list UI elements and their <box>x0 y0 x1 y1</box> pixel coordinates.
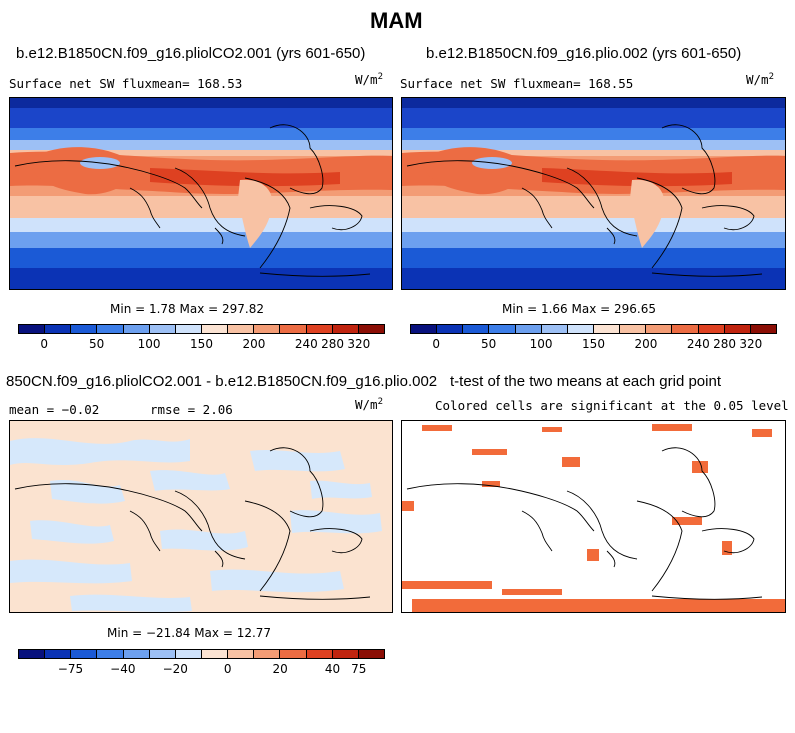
panel-2-variable-label: Surface net SW flux <box>400 76 543 91</box>
colorbar-swatch <box>149 325 176 333</box>
colorbar-swatch <box>332 650 359 658</box>
panel-4-subtitle: Colored cells are significant at the 0.0… <box>435 398 789 413</box>
colorbar-swatch <box>515 325 542 333</box>
colorbar-tick-label: 240 <box>686 337 710 351</box>
colorbar-swatch <box>175 650 202 658</box>
colorbar-swatch <box>97 325 124 333</box>
colorbar-swatch <box>593 325 621 333</box>
colorbar-swatch <box>280 325 307 333</box>
colorbar-tick-label: 0 <box>223 662 232 676</box>
colorbar-swatch <box>437 325 464 333</box>
panel-1-mean-label: mean= 168.53 <box>152 76 243 91</box>
panel-2-minmax: Min = 1.66 Max = 296.65 <box>502 302 656 316</box>
colorbar-swatch <box>71 325 98 333</box>
colorbar-swatch <box>280 650 307 658</box>
colorbar-swatch <box>175 325 202 333</box>
colorbar-swatch <box>411 325 438 333</box>
panel-4-significance-map <box>401 420 786 613</box>
colorbar-tick-label: 100 <box>137 337 161 351</box>
colorbar-swatch <box>620 325 647 333</box>
colorbar-swatch <box>698 325 725 333</box>
colorbar-swatch <box>45 650 72 658</box>
panel-3-case-title: 850CN.f09_g16.pliolCO2.001 - b.e12.B1850… <box>6 373 438 390</box>
colorbar-tick-label: 320 <box>739 337 763 351</box>
panel-1-case-title: b.e12.B1850CN.f09_g16.pliolCO2.001 (yrs … <box>16 45 366 62</box>
colorbar-swatch <box>672 325 699 333</box>
colorbar-tick-label: 200 <box>634 337 658 351</box>
colorbar-tick-label: 150 <box>582 337 605 351</box>
colorbar-swatch <box>123 650 150 658</box>
colorbar-swatch <box>567 325 594 333</box>
colorbar-swatch <box>750 325 776 333</box>
colorbar-tick-label: 240 <box>294 337 318 351</box>
panel-3-rmse-stat: rmse = 2.06 <box>150 402 233 417</box>
colorbar-tick-label: −75 <box>57 662 84 676</box>
colorbar-swatch <box>358 650 384 658</box>
colorbar-swatch <box>306 325 333 333</box>
colorbar-tick-label: 280 <box>713 337 737 351</box>
colorbar-tick-label: 0 <box>432 337 441 351</box>
colorbar-tick-label: −40 <box>110 662 136 676</box>
colorbar-swatch <box>332 325 359 333</box>
colorbar-swatch <box>541 325 568 333</box>
colorbar-swatch <box>306 650 333 658</box>
colorbar-tick-label: 20 <box>272 662 288 676</box>
colorbar-tick-label: 40 <box>324 662 341 676</box>
colorbar-swatch <box>646 325 673 333</box>
colorbar-tick-label: −20 <box>162 662 188 676</box>
panel-3-colorbar <box>18 649 385 659</box>
colorbar-swatch <box>71 650 98 658</box>
colorbar-swatch <box>45 325 72 333</box>
panel-2-case-title: b.e12.B1850CN.f09_g16.plio.002 (yrs 601-… <box>426 45 742 62</box>
panel-1-variable-label: Surface net SW flux <box>9 76 152 91</box>
panel-1-minmax: Min = 1.78 Max = 297.82 <box>110 302 264 316</box>
colorbar-swatch <box>123 325 150 333</box>
panel-1-colorbar <box>18 324 385 334</box>
panel-2-map <box>401 97 786 290</box>
colorbar-tick-label: 0 <box>40 337 49 351</box>
colorbar-swatch <box>19 650 46 658</box>
panel-1-units: W/m2 <box>355 72 383 88</box>
colorbar-swatch <box>724 325 751 333</box>
colorbar-tick-label: 320 <box>347 337 371 351</box>
panel-2-units: W/m2 <box>746 72 774 88</box>
panel-2-mean-label: mean= 168.55 <box>543 76 634 91</box>
figure-title: MAM <box>370 8 423 33</box>
colorbar-swatch <box>201 325 229 333</box>
colorbar-swatch <box>358 325 384 333</box>
colorbar-swatch <box>254 650 281 658</box>
colorbar-tick-label: 200 <box>242 337 266 351</box>
panel-3-minmax: Min = −21.84 Max = 12.77 <box>107 626 272 640</box>
colorbar-tick-label: 100 <box>529 337 553 351</box>
colorbar-swatch <box>201 650 229 658</box>
colorbar-tick-label: 75 <box>351 662 367 676</box>
colorbar-tick-label: 50 <box>89 337 105 351</box>
panel-2-colorbar <box>410 324 777 334</box>
colorbar-swatch <box>228 650 255 658</box>
panel-3-mean-stat: mean = −0.02 <box>9 402 100 417</box>
colorbar-swatch <box>489 325 516 333</box>
colorbar-swatch <box>254 325 281 333</box>
colorbar-swatch <box>19 325 46 333</box>
colorbar-swatch <box>149 650 176 658</box>
panel-3-units: W/m2 <box>355 397 383 413</box>
colorbar-swatch <box>228 325 255 333</box>
panel-3-map <box>9 420 393 613</box>
colorbar-tick-label: 50 <box>481 337 497 351</box>
colorbar-tick-label: 280 <box>321 337 345 351</box>
colorbar-swatch <box>463 325 490 333</box>
panel-4-title: t-test of the two means at each grid poi… <box>450 373 721 390</box>
colorbar-tick-label: 150 <box>190 337 213 351</box>
colorbar-swatch <box>97 650 124 658</box>
panel-1-map <box>9 97 393 290</box>
